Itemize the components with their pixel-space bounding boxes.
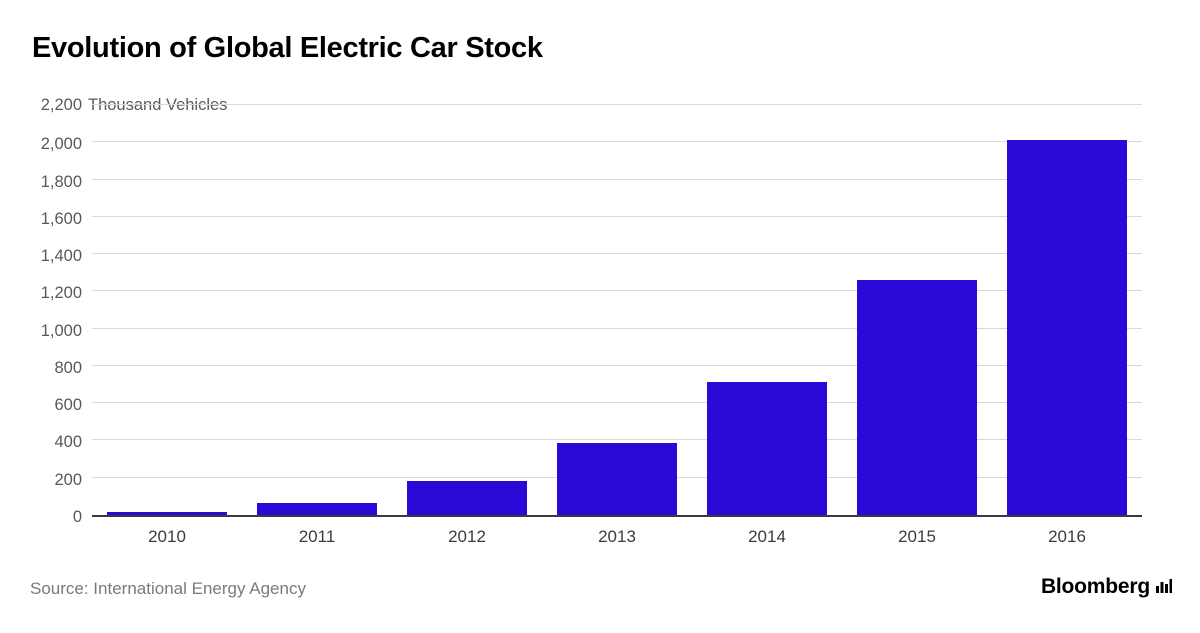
y-tick-label: 1,000 <box>40 321 82 340</box>
x-tick-label: 2010 <box>148 527 186 546</box>
y-tick-label: 1,400 <box>40 247 82 266</box>
y-tick-label: 2,000 <box>40 135 82 154</box>
y-tick-label: 1,600 <box>40 209 82 228</box>
x-tick-label: 2015 <box>898 527 936 546</box>
gridline <box>92 364 1142 366</box>
y-axis-labels: 0 200 400 600 800 1,000 1,200 1,400 1,600 1,800 2,… <box>0 105 82 526</box>
y-tick-label: 600 <box>54 396 82 415</box>
gridline <box>92 439 1142 441</box>
bar-2014 <box>707 381 827 515</box>
bloomberg-chart-icon <box>1156 577 1172 598</box>
y-tick-label: 0 <box>72 508 82 526</box>
source-text: Source: International Energy Agency <box>30 579 306 598</box>
bar-2013 <box>557 443 677 515</box>
bar-2010 <box>106 511 227 515</box>
gridline <box>92 327 1142 329</box>
plot-area <box>92 104 1142 517</box>
bloomberg-logo: Bloomberg <box>1041 575 1172 599</box>
gridline <box>92 104 1142 105</box>
y-tick-label: 400 <box>54 433 82 452</box>
x-tick-label: 2014 <box>748 527 786 546</box>
x-tick-label: 2011 <box>298 527 336 546</box>
x-tick-label: 2016 <box>1048 527 1086 546</box>
x-axis-labels: 2010 2011 2012 2013 2014 2015 2016 <box>92 527 1142 551</box>
chart-title: Evolution of Global Electric Car Stock <box>32 32 543 64</box>
gridline <box>92 290 1142 292</box>
y-tick-label: 1,200 <box>40 284 82 303</box>
bar-2011 <box>257 503 377 515</box>
bloomberg-wordmark: Bloomberg <box>1040 575 1150 598</box>
y-tick-label: 800 <box>54 358 82 377</box>
y-tick-label: 200 <box>54 470 82 489</box>
y-axis-top-tick: 2,200 <box>40 95 82 114</box>
y-tick-label: 1,800 <box>40 172 82 191</box>
gridline <box>92 253 1142 255</box>
bar-2016 <box>1007 140 1127 515</box>
bar-2012 <box>407 481 527 515</box>
gridline <box>92 215 1142 217</box>
bar-2015 <box>857 280 977 515</box>
x-tick-label: 2013 <box>598 527 636 546</box>
gridline <box>92 402 1142 404</box>
x-tick-label: 2012 <box>448 527 486 546</box>
gridline <box>92 141 1142 143</box>
gridline <box>92 178 1142 180</box>
